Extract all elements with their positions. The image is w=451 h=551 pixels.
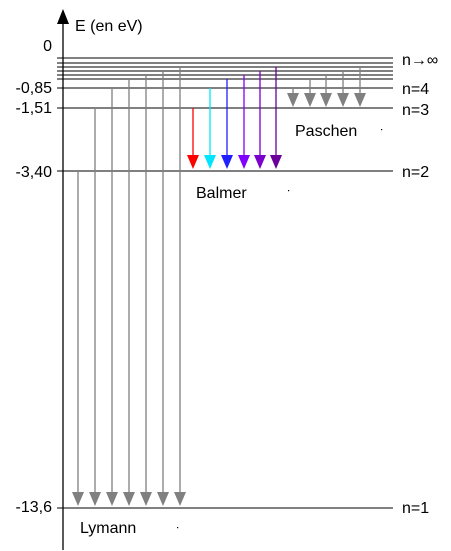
lyman-transition-3-head: [106, 492, 118, 506]
dot-mark: [288, 190, 290, 192]
energy-value-0: 0: [43, 38, 52, 55]
lyman-series-transitions: [72, 67, 186, 506]
balmer-transition-5-head: [254, 155, 266, 169]
energy-value-n1: -13,6: [16, 499, 53, 516]
series-label-lyman: Lymann: [80, 520, 136, 537]
balmer-transition-4-head: [238, 155, 250, 169]
series-label-paschen: Paschen: [295, 123, 357, 140]
balmer-transition-1-head: [187, 155, 199, 169]
energy-value-n2: -3,40: [16, 164, 53, 181]
lyman-transition-2-head: [89, 492, 101, 506]
level-label-infinity: n→∞: [402, 52, 438, 69]
balmer-transition-6-head: [270, 155, 282, 169]
lyman-transition-4-head: [123, 492, 135, 506]
dot-mark: [177, 527, 179, 529]
energy-value-n3: -1,51: [16, 100, 53, 117]
axis-arrowhead: [57, 9, 69, 24]
paschen-transition-4-head: [337, 93, 349, 107]
level-label-n3: n=3: [402, 102, 429, 119]
balmer-transition-3-head: [221, 155, 233, 169]
paschen-transition-5-head: [354, 93, 366, 107]
lyman-transition-1-head: [72, 492, 84, 506]
level-label-n2: n=2: [402, 164, 429, 181]
level-label-n4: n=4: [402, 81, 429, 98]
series-label-balmer: Balmer: [196, 185, 247, 202]
paschen-transition-2-head: [304, 93, 316, 107]
energy-value-n4: -0,85: [16, 80, 53, 97]
axis-label: E (en eV): [75, 18, 143, 35]
lyman-transition-6-head: [157, 492, 169, 506]
paschen-series-transitions: [287, 67, 366, 107]
energy-axis: E (en eV): [57, 9, 143, 550]
energy-levels: [57, 57, 393, 509]
lyman-transition-7-head: [174, 492, 186, 506]
paschen-transition-1-head: [287, 93, 299, 107]
level-label-n1: n=1: [402, 500, 429, 517]
lyman-transition-5-head: [140, 492, 152, 506]
level-labels: n→∞ n=4 n=3 n=2 n=1: [402, 52, 438, 517]
dot-mark: [381, 129, 383, 131]
balmer-series-transitions: [187, 67, 282, 169]
balmer-transition-2-head: [204, 155, 216, 169]
energy-value-labels: 0 -0,85 -1,51 -3,40 -13,6: [16, 38, 53, 516]
paschen-transition-3-head: [320, 93, 332, 107]
